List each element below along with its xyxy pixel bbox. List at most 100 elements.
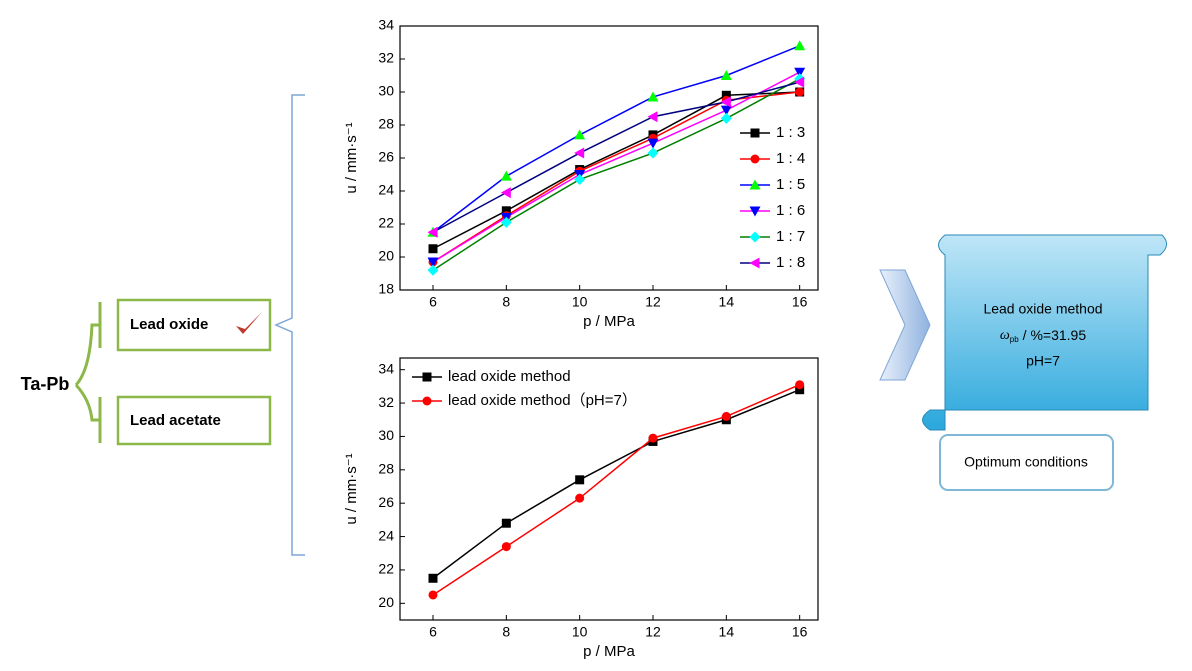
x-tick-label: 10 xyxy=(572,294,588,310)
marker xyxy=(574,129,586,140)
marker xyxy=(575,493,585,503)
y-tick-label: 34 xyxy=(378,360,394,376)
result-ph: pH=7 xyxy=(1026,353,1060,369)
marker xyxy=(428,590,438,600)
subscript: pb xyxy=(1010,335,1019,344)
arrow xyxy=(879,269,931,381)
x-tick-label: 16 xyxy=(792,294,808,310)
legend-label: 1 : 7 xyxy=(776,228,805,245)
marker xyxy=(427,226,438,238)
marker xyxy=(795,87,805,97)
result-label: Optimum conditions xyxy=(964,454,1088,470)
legend-marker xyxy=(749,179,761,190)
legend-label: 1 : 5 xyxy=(776,176,805,193)
tree-connector xyxy=(74,302,102,443)
legend-label: 1 : 6 xyxy=(776,202,805,219)
y-tick-label: 24 xyxy=(378,527,394,543)
legend-label: lead oxide method xyxy=(448,368,571,385)
legend-marker xyxy=(750,128,760,138)
marker xyxy=(427,257,439,268)
legend-marker xyxy=(749,206,761,217)
y-tick-label: 18 xyxy=(378,281,394,297)
legend-label: 1 : 3 xyxy=(776,124,805,141)
y-tick-label: 28 xyxy=(378,461,394,477)
option-box xyxy=(116,395,272,446)
legend-marker xyxy=(422,372,432,382)
marker xyxy=(647,147,659,159)
marker xyxy=(647,111,658,123)
y-tick-label: 22 xyxy=(378,215,394,231)
root-label: Ta-Pb xyxy=(21,374,70,394)
y-tick-label: 30 xyxy=(378,427,394,443)
marker xyxy=(720,96,731,108)
option-label: Lead acetate xyxy=(130,412,221,429)
option-label: Lead oxide xyxy=(130,316,208,333)
series-line xyxy=(432,389,800,579)
legend-label: 1 : 8 xyxy=(776,254,805,271)
y-tick-label: 20 xyxy=(378,594,394,610)
y-tick-label: 24 xyxy=(378,182,394,198)
marker xyxy=(428,244,438,254)
y-tick-label: 20 xyxy=(378,248,394,264)
series-line xyxy=(432,91,800,250)
x-tick-label: 16 xyxy=(792,624,808,640)
marker xyxy=(500,170,512,181)
x-tick-label: 12 xyxy=(645,294,661,310)
marker xyxy=(720,70,732,80)
value: / %=31.95 xyxy=(1023,327,1087,343)
y-tick-label: 22 xyxy=(378,561,394,577)
legend-marker xyxy=(749,257,760,269)
marker xyxy=(575,475,585,485)
x-tick-label: 6 xyxy=(429,624,437,640)
y-tick-label: 30 xyxy=(378,83,394,99)
legend-marker xyxy=(422,396,432,406)
marker xyxy=(648,433,658,443)
marker xyxy=(427,264,439,276)
marker xyxy=(428,573,438,583)
y-tick-label: 28 xyxy=(378,116,394,132)
x-tick-label: 12 xyxy=(645,624,661,640)
x-tick-label: 6 xyxy=(429,294,437,310)
marker xyxy=(794,76,805,88)
legend-label: lead oxide method（pH=7） xyxy=(448,392,637,409)
series-line xyxy=(432,81,800,233)
marker xyxy=(794,40,806,51)
y-axis-label: u / mm·s⁻¹ xyxy=(343,122,360,193)
y-tick-label: 32 xyxy=(378,394,394,410)
brace xyxy=(274,94,305,556)
result-value: ωpb / %=31.95 xyxy=(1000,327,1086,344)
marker xyxy=(795,380,805,390)
x-tick-label: 14 xyxy=(719,624,735,640)
x-tick-label: 8 xyxy=(502,624,510,640)
plot-frame xyxy=(399,357,819,621)
marker xyxy=(647,91,659,102)
series-line xyxy=(432,71,801,263)
y-tick-label: 26 xyxy=(378,149,394,165)
y-axis-label: u / mm·s⁻¹ xyxy=(343,453,360,524)
marker xyxy=(720,105,732,116)
marker xyxy=(721,411,731,421)
label-box xyxy=(939,434,1114,491)
marker xyxy=(500,216,512,228)
result-method: Lead oxide method xyxy=(983,301,1102,317)
y-tick-label: 32 xyxy=(378,50,394,66)
marker xyxy=(574,147,585,159)
legend-marker xyxy=(750,154,760,164)
x-tick-label: 14 xyxy=(719,294,735,310)
series-line xyxy=(432,78,801,271)
check-mark xyxy=(236,312,262,334)
x-axis-label: p / MPa xyxy=(583,643,635,660)
marker xyxy=(720,112,732,124)
y-tick-label: 34 xyxy=(378,17,394,33)
series-line xyxy=(432,384,800,596)
x-axis-label: p / MPa xyxy=(583,313,635,330)
marker xyxy=(501,542,511,552)
scroll xyxy=(922,234,1167,431)
marker xyxy=(500,187,511,199)
x-tick-label: 8 xyxy=(502,294,510,310)
option-box xyxy=(116,298,272,352)
legend-marker xyxy=(749,231,761,243)
marker xyxy=(501,518,511,528)
marker xyxy=(647,138,659,149)
